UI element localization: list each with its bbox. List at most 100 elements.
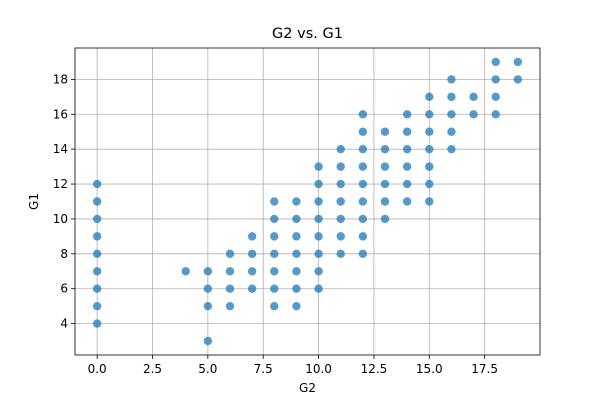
scatter-point <box>425 110 434 119</box>
scatter-point <box>402 162 412 171</box>
scatter-point <box>181 267 190 276</box>
scatter-point <box>358 127 368 136</box>
scatter-point <box>270 232 279 241</box>
scatter-point <box>447 110 456 119</box>
scatter-point <box>225 249 235 259</box>
scatter-point <box>336 179 345 189</box>
scatter-point <box>402 144 412 154</box>
scatter-point <box>380 144 390 154</box>
y-tick-label: 12 <box>53 177 68 191</box>
scatter-point <box>314 179 323 189</box>
scatter-point <box>292 232 301 241</box>
scatter-point <box>292 214 301 224</box>
scatter-point <box>447 127 456 136</box>
scatter-point <box>92 267 102 276</box>
scatter-point <box>402 197 412 206</box>
scatter-point <box>491 57 500 67</box>
scatter-point <box>270 284 279 293</box>
scatter-point <box>92 197 102 206</box>
scatter-point <box>314 162 323 171</box>
scatter-point <box>203 301 213 311</box>
scatter-point <box>358 110 368 119</box>
scatter-point <box>314 284 323 293</box>
scatter-point <box>469 110 478 119</box>
scatter-point <box>380 127 390 136</box>
scatter-point <box>358 162 368 171</box>
y-tick-label: 18 <box>53 72 68 86</box>
scatter-point <box>292 267 301 276</box>
ticks-layer: 0.0 2.5 5.0 7.5 10.0 12.5 15.0 17.5 4 6 8 10 12 14 16 1… <box>53 72 498 376</box>
scatter-point <box>247 232 257 241</box>
x-tick-label: 2.5 <box>143 362 162 376</box>
points-layer <box>92 57 523 346</box>
scatter-point <box>336 162 345 171</box>
scatter-point <box>425 197 434 206</box>
y-axis-label: G1 <box>27 193 41 210</box>
scatter-point <box>92 284 102 293</box>
scatter-point <box>92 319 102 328</box>
scatter-point <box>402 179 412 189</box>
scatter-point <box>380 197 390 206</box>
scatter-point <box>358 214 368 224</box>
scatter-point <box>402 110 412 119</box>
scatter-point <box>314 197 323 206</box>
scatter-point <box>247 284 257 293</box>
scatter-point <box>491 92 500 102</box>
scatter-point <box>336 232 345 241</box>
scatter-point <box>425 144 434 154</box>
y-tick-label: 16 <box>53 107 68 121</box>
scatter-point <box>247 249 257 259</box>
scatter-point <box>425 127 434 136</box>
scatter-point <box>92 232 102 241</box>
x-axis-label: G2 <box>299 381 316 395</box>
scatter-point <box>270 197 279 206</box>
scatter-point <box>92 214 102 224</box>
y-tick-label: 6 <box>60 282 68 296</box>
scatter-point <box>336 197 345 206</box>
scatter-point <box>292 301 301 311</box>
scatter-point <box>358 144 368 154</box>
x-tick-label: 12.5 <box>361 362 388 376</box>
scatter-point <box>469 92 478 102</box>
x-tick-label: 17.5 <box>471 362 498 376</box>
scatter-point <box>447 75 456 84</box>
scatter-point <box>270 214 279 224</box>
scatter-point <box>380 214 390 224</box>
scatter-point <box>380 179 390 189</box>
scatter-point <box>513 57 523 67</box>
scatter-point <box>314 267 323 276</box>
scatter-point <box>447 92 456 102</box>
y-tick-label: 8 <box>60 247 68 261</box>
scatter-point <box>358 179 368 189</box>
scatter-point <box>491 75 500 84</box>
scatter-point <box>425 179 434 189</box>
scatter-point <box>425 92 434 102</box>
scatter-point <box>314 232 323 241</box>
scatter-point <box>203 336 213 346</box>
scatter-point <box>358 232 368 241</box>
scatter-point <box>225 301 235 311</box>
scatter-point <box>92 301 102 311</box>
y-tick-label: 4 <box>60 317 68 331</box>
scatter-point <box>402 127 412 136</box>
scatter-point <box>292 197 301 206</box>
scatter-point <box>270 301 279 311</box>
scatter-point <box>225 267 235 276</box>
x-tick-label: 10.0 <box>305 362 332 376</box>
scatter-point <box>336 144 345 154</box>
chart-title: G2 vs. G1 <box>272 26 343 42</box>
scatter-point <box>225 284 235 293</box>
y-tick-label: 14 <box>53 142 68 156</box>
scatter-point <box>447 144 456 154</box>
scatter-point <box>358 249 368 259</box>
scatter-point <box>292 284 301 293</box>
scatter-point <box>491 110 500 119</box>
scatter-point <box>336 214 345 224</box>
scatter-point <box>247 267 257 276</box>
scatter-point <box>203 267 213 276</box>
scatter-point <box>203 284 213 293</box>
x-tick-label: 5.0 <box>198 362 217 376</box>
scatter-point <box>92 249 102 259</box>
scatter-point <box>270 267 279 276</box>
scatter-point <box>270 249 279 259</box>
